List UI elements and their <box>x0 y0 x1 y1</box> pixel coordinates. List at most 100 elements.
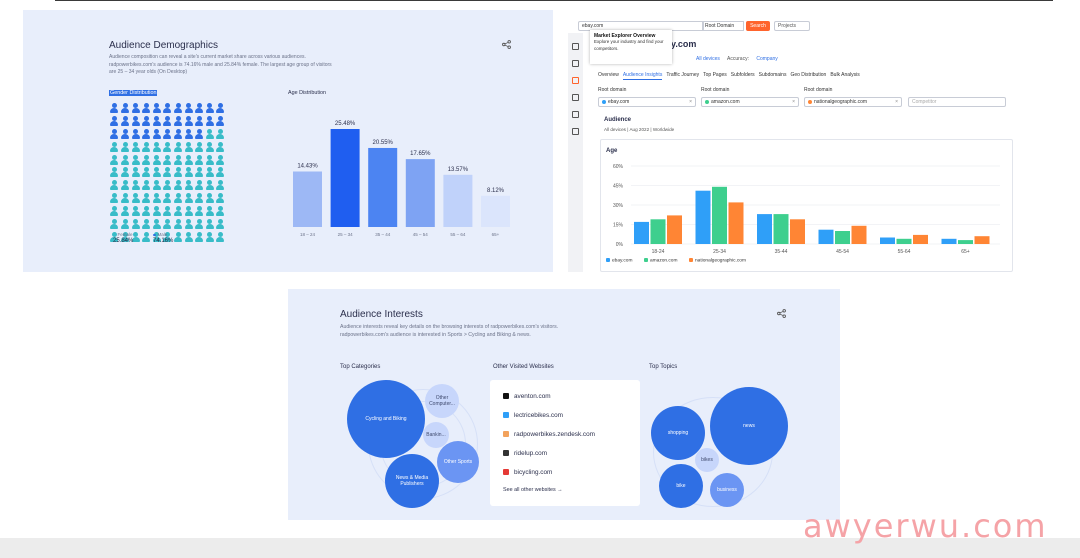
male-label: Male <box>157 232 168 237</box>
top-divider <box>55 0 1053 1</box>
clear-icon[interactable]: × <box>792 99 795 105</box>
market-explorer-tooltip: Market Explorer Overview Explore your in… <box>590 30 672 64</box>
age-series-bar <box>790 219 805 244</box>
y-tick-label: 60% <box>613 164 624 170</box>
person-icon <box>162 141 173 154</box>
person-icon <box>109 128 120 141</box>
person-icon <box>194 141 205 154</box>
domain-field-3[interactable]: nationalgeographic.com × <box>804 97 902 107</box>
favicon-icon <box>503 450 509 457</box>
domain-dot-icon <box>808 99 812 104</box>
person-icon <box>215 179 226 192</box>
company-link[interactable]: Company <box>756 56 778 62</box>
tab-subfolders[interactable]: Subfolders <box>730 72 755 78</box>
copy-icon[interactable] <box>572 128 579 135</box>
search-button[interactable]: Search <box>746 21 770 31</box>
gender-distribution-title: Gender Distribution <box>109 90 158 96</box>
person-icon <box>130 128 141 141</box>
person-icon <box>109 115 120 128</box>
age-category-label: 65+ <box>492 232 500 237</box>
person-icon <box>109 141 120 154</box>
person-icon <box>120 192 131 205</box>
report-tabs: Overview Audience Insights Traffic Journey… <box>598 72 864 80</box>
person-icon <box>204 141 215 154</box>
tab-top-pages[interactable]: Top Pages <box>703 72 727 78</box>
person-icon <box>215 128 226 141</box>
topic-bubble-bike[interactable]: bike <box>659 464 703 508</box>
see-all-websites-link[interactable]: See all other websites → <box>503 487 563 493</box>
trend-icon[interactable] <box>572 111 579 118</box>
root-domain-label-2[interactable]: Root domain <box>701 87 730 93</box>
target-icon[interactable] <box>572 77 579 84</box>
tab-geo-distribution[interactable]: Geo Distribution <box>790 72 827 78</box>
category-bubble-news-media[interactable]: News & Media Publishers <box>385 454 439 508</box>
category-bubble-other-sports[interactable]: Other Sports <box>437 441 479 483</box>
domain-field-value: nationalgeographic.com <box>814 99 868 105</box>
age-category-label: 18 – 24 <box>300 232 316 237</box>
all-devices-dropdown[interactable]: All devices <box>696 56 720 62</box>
bar-chart-icon[interactable] <box>572 60 579 67</box>
person-icon <box>183 128 194 141</box>
age-series-bar <box>896 238 912 244</box>
tab-audience-insights[interactable]: Audience Insights <box>622 72 663 80</box>
category-bubble-cycling[interactable]: Cycling and Biking <box>347 380 425 458</box>
website-item[interactable]: lectricebikes.com <box>503 412 563 419</box>
website-item[interactable]: radpowerbikes.zendesk.com <box>503 431 595 438</box>
share-icon[interactable] <box>777 309 786 320</box>
person-icon <box>109 218 120 231</box>
person-icon <box>173 205 184 218</box>
person-icon <box>204 166 215 179</box>
age-series-bar <box>695 190 711 244</box>
person-icon <box>215 231 226 244</box>
competitor-input[interactable]: Competitor <box>908 97 1006 107</box>
tab-overview[interactable]: Overview <box>598 72 619 78</box>
age-series-bar <box>712 186 727 244</box>
tab-bulk-analysis[interactable]: Bulk Analysis <box>830 72 860 78</box>
x-tick-label: 25-34 <box>713 249 726 255</box>
projects-button[interactable]: Projects <box>774 21 810 31</box>
person-icon <box>194 166 205 179</box>
category-bubble-banking[interactable]: Bankin... <box>423 422 449 448</box>
person-icon <box>151 192 162 205</box>
trophy-icon[interactable] <box>572 94 579 101</box>
person-icon <box>130 166 141 179</box>
rocket-icon[interactable] <box>572 43 579 50</box>
person-icon <box>130 218 141 231</box>
person-icon <box>120 102 131 115</box>
age-series-bar <box>634 221 649 244</box>
category-bubble-other-computer[interactable]: Other Computer... <box>425 384 459 418</box>
age-bar <box>443 174 473 227</box>
tab-subdomains[interactable]: Subdomains <box>758 72 787 78</box>
accuracy-label: Accuracy: <box>727 56 749 62</box>
topic-bubble-bikes[interactable]: bikes <box>695 448 719 472</box>
favicon-icon <box>503 469 509 476</box>
person-icon <box>204 115 215 128</box>
topic-bubble-news[interactable]: news <box>710 387 788 465</box>
root-domain-select[interactable]: Root Domain <box>702 21 744 31</box>
website-item[interactable]: aventon.com <box>503 393 551 400</box>
other-sites-title: Other Visited Websites <box>493 364 554 370</box>
demographics-title: Audience Demographics <box>109 40 218 51</box>
topic-bubble-shopping[interactable]: shopping <box>651 406 705 460</box>
clear-icon[interactable]: × <box>895 99 898 105</box>
share-icon[interactable] <box>502 40 511 51</box>
person-icon <box>173 141 184 154</box>
root-domain-label-1[interactable]: Root domain <box>598 87 627 93</box>
topic-bubble-business[interactable]: business <box>710 473 744 507</box>
tab-traffic-journey[interactable]: Traffic Journey <box>666 72 700 78</box>
age-category-label: 25 – 34 <box>338 232 354 237</box>
website-item[interactable]: ridelup.com <box>503 450 547 457</box>
domain-field-2[interactable]: amazon.com × <box>701 97 799 107</box>
website-item[interactable]: bicycling.com <box>503 469 552 476</box>
domain-field-value: ebay.com <box>608 99 630 105</box>
age-bar-label: 8.12% <box>487 188 505 194</box>
person-icon <box>151 179 162 192</box>
person-icon <box>109 102 120 115</box>
clear-icon[interactable]: × <box>689 99 692 105</box>
domain-field-1[interactable]: ebay.com × <box>598 97 696 107</box>
person-icon <box>130 192 141 205</box>
person-icon <box>215 205 226 218</box>
root-domain-label-3[interactable]: Root domain <box>804 87 833 93</box>
person-icon <box>173 115 184 128</box>
x-tick-label: 45-54 <box>836 249 849 255</box>
